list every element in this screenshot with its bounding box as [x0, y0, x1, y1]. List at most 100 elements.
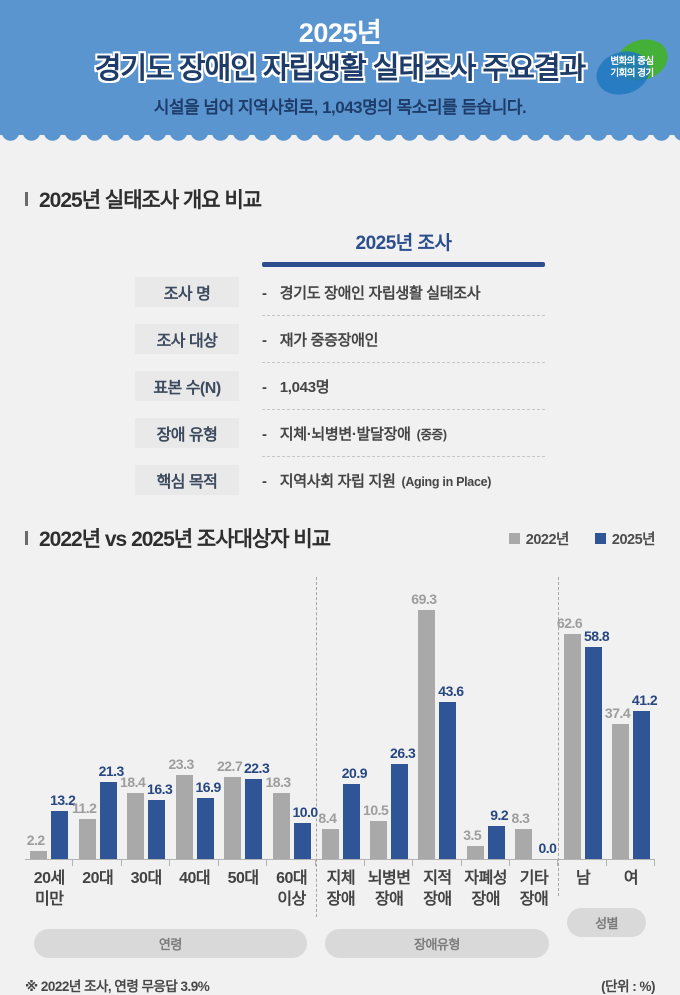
chart-footnotes: ※ 2022년 조사, 연령 무응답 3.9% (단위 : %) — [25, 975, 655, 995]
category-label: 50대 — [227, 870, 260, 887]
bar-2022: 8.3 — [511, 810, 532, 859]
scallop-divider — [0, 131, 680, 148]
bar-2025: 9.2 — [487, 807, 509, 859]
row-separator — [262, 362, 545, 363]
table-row: 핵심 목적 - 지역사회 자립 지원 (Aging in Place) — [25, 465, 655, 495]
plot-area: 8.4 20.9 10.5 26.3 69.3 43.6 3.5 9.2 8.3 0.0 — [316, 577, 559, 867]
row-value: - 지역사회 자립 지원 (Aging in Place) — [262, 470, 491, 491]
bar-2022: 18.3 — [265, 774, 291, 859]
category-column: 22.7 22.3 — [217, 758, 270, 866]
value-label: 18.4 — [120, 773, 146, 790]
category-column: 18.3 10.0 — [265, 774, 318, 866]
bar-2025: 16.9 — [196, 779, 221, 859]
row-value: -1,043명 — [262, 376, 330, 397]
value-label: 43.6 — [438, 683, 464, 700]
category-label: 기타 장애 — [519, 870, 549, 908]
category-labels: 지체 장애 뇌병변 장애 지적 장애 자폐성 장애 기타 장애 — [317, 860, 558, 917]
group-pill: 연령 — [34, 928, 307, 958]
bar-2022: 23.3 — [169, 756, 194, 859]
chart-group: 62.6 58.8 37.4 41.2 남 여 성별 — [557, 577, 658, 958]
bar-2022: 69.3 — [411, 591, 437, 859]
overview-section-title: 2025년 실태조사 개요 비교 — [25, 184, 655, 214]
bar-2022: 11.2 — [72, 800, 97, 859]
table-row: 조사 명 - 경기도 장애인 자립생활 실태조사 — [25, 277, 655, 307]
category-column: 23.3 16.9 — [169, 756, 221, 866]
chart-legend: 2022년 2025년 — [508, 528, 656, 549]
bullet-dash: - — [262, 331, 267, 349]
value-label: 62.6 — [556, 614, 583, 631]
value-label: 22.7 — [216, 758, 243, 775]
value-label: 10.5 — [363, 802, 389, 819]
category-column: 2.2 13.2 — [25, 792, 76, 866]
bar-2022: 10.5 — [363, 802, 389, 859]
chart-group-inner: 2.2 13.2 11.2 21.3 18.4 16.3 23.3 16.9 22.7 22.3 1… — [25, 577, 318, 917]
category-column: 69.3 43.6 — [411, 591, 464, 867]
table-row: 표본 수(N) -1,043명 — [25, 371, 655, 401]
bar-2025: 43.6 — [438, 683, 464, 859]
row-value-note: (Aging in Place) — [401, 474, 492, 489]
comparison-section-title: 2022년 vs 2025년 조사대상자 비교 — [25, 523, 331, 553]
bullet-dash: - — [262, 472, 267, 490]
chart-group-body: 2.2 13.2 11.2 21.3 18.4 16.3 23.3 16.9 22.7 22.3 1… — [25, 577, 318, 917]
gyeonggi-logo: 변화의 중심 기회의 경기 — [590, 32, 673, 102]
bar-2022: 62.6 — [557, 615, 583, 859]
bullet-dash: - — [262, 284, 267, 302]
bar-2025: 13.2 — [50, 792, 76, 859]
legend-label: 2022년 — [525, 531, 570, 548]
column-header-underline — [262, 262, 545, 267]
bullet-dash: - — [262, 425, 267, 443]
category-column: 37.4 41.2 — [605, 692, 658, 867]
bar-2025: 26.3 — [390, 745, 416, 859]
grouped-bar-chart: 2.2 13.2 11.2 21.3 18.4 16.3 23.3 16.9 22.7 22.3 1… — [25, 577, 658, 958]
category-column: 3.5 9.2 — [462, 807, 511, 867]
bar-2022: 2.2 — [27, 832, 48, 859]
logo-text: 변화의 중심 기회의 경기 — [610, 56, 654, 79]
row-value-text: 경기도 장애인 자립생활 실태조사 — [279, 284, 481, 302]
bar-2022: 3.5 — [463, 827, 484, 859]
title-tick-icon — [25, 192, 28, 206]
value-label: 23.3 — [168, 756, 195, 773]
value-label: 13.2 — [50, 792, 76, 809]
value-label: 18.3 — [265, 774, 291, 791]
chart-group-body: 62.6 58.8 37.4 41.2 남 여 — [557, 577, 658, 896]
overview-rows: 조사 명 - 경기도 장애인 자립생활 실태조사 조사 대상 - 재가 중증장애인 표본 수… — [25, 277, 655, 495]
chart-group-inner: 8.4 20.9 10.5 26.3 69.3 43.6 3.5 9.2 8.3 0.0 지체 장애 뇌… — [315, 577, 559, 917]
value-label: 21.3 — [98, 763, 125, 780]
category-label: 여 — [623, 870, 639, 887]
row-value-text: 지역사회 자립 지원 — [279, 472, 396, 490]
category-column: 11.2 21.3 — [72, 763, 124, 866]
row-label: 핵심 목적 — [135, 465, 239, 495]
table-row: 장애 유형 - 지체·뇌병변·발달장애 (중증) — [25, 418, 655, 448]
category-label: 30대 — [130, 870, 163, 887]
row-label: 조사 대상 — [135, 324, 239, 354]
chart-group-inner: 62.6 58.8 37.4 41.2 남 여 — [557, 577, 658, 896]
category-label: 자폐성 장애 — [464, 870, 508, 908]
header-year: 2025년 — [298, 18, 382, 49]
category-label: 60대 이상 — [276, 870, 308, 908]
bar-2025: 20.9 — [342, 765, 368, 859]
title-tick-icon — [25, 531, 28, 545]
row-value-text: 지체·뇌병변·발달장애 — [279, 425, 411, 443]
row-separator — [262, 456, 545, 457]
category-label: 20대 — [82, 870, 114, 887]
overview-table: 2025년 조사 조사 명 - 경기도 장애인 자립생활 실태조사 조사 대상 - 재가 … — [25, 228, 655, 495]
page-title: 경기도 장애인 자립생활 실태조사 주요결과 — [94, 53, 586, 86]
value-label: 10.0 — [292, 804, 318, 820]
bar-2025: 41.2 — [632, 692, 658, 859]
chart-group-body: 8.4 20.9 10.5 26.3 69.3 43.6 3.5 9.2 8.3 0.0 지체 장애 뇌… — [315, 577, 559, 917]
category-column: 62.6 58.8 — [557, 615, 610, 867]
row-label: 장애 유형 — [135, 418, 239, 448]
row-value-text: 재가 중증장애인 — [279, 331, 379, 349]
legend-swatch-icon — [508, 532, 520, 544]
row-value-note: (중증) — [416, 427, 447, 442]
comparison-section-header: 2022년 vs 2025년 조사대상자 비교 2022년 2025년 — [25, 523, 656, 553]
subtitle-count: 1,043명 — [322, 97, 378, 117]
row-value-text: 1,043명 — [279, 378, 330, 396]
value-label: 69.3 — [411, 590, 437, 607]
value-label: 8.3 — [511, 810, 530, 827]
legend-item: 2022년 — [508, 528, 570, 549]
plot-area: 62.6 58.8 37.4 41.2 — [557, 577, 658, 867]
category-label: 뇌병변 장애 — [367, 870, 411, 908]
